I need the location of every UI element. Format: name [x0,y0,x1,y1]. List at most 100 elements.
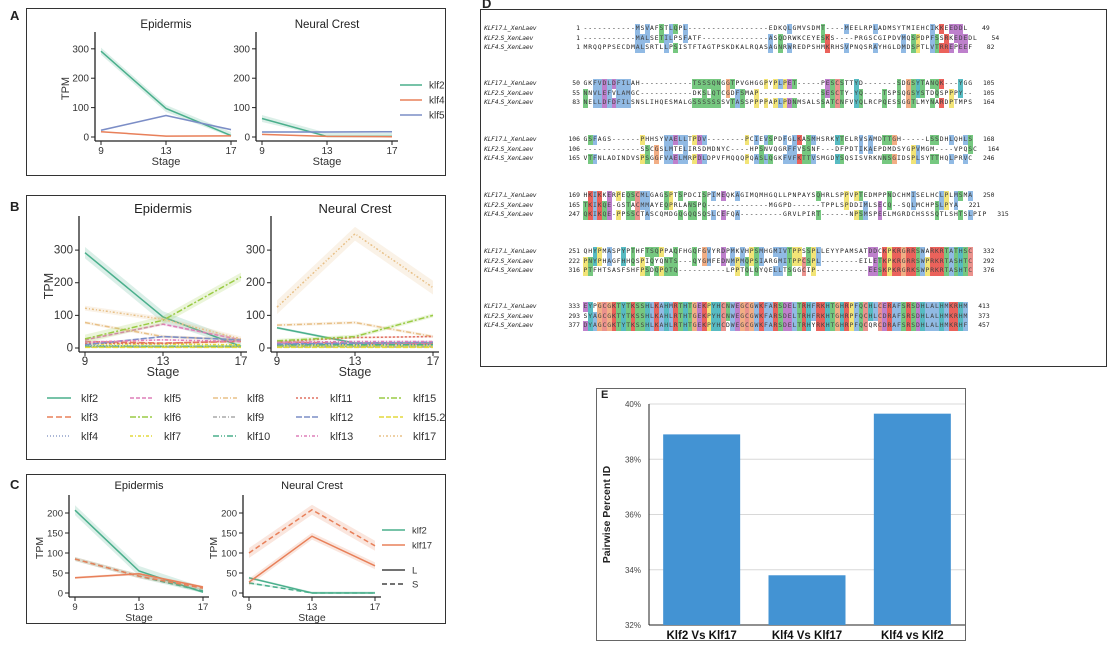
y-tick-label: 0 [58,589,63,600]
sequence-name: KLF2.S_XenLaev [484,312,534,320]
ci-band-klf17-S [249,504,375,558]
y-tick-label: 0 [67,343,73,355]
x-tick-label: 13 [307,602,318,613]
sequence-residues: PTFHTSASFSHFPSDQPQTQ----------LPPTQLQYQE… [583,266,973,276]
series-line-klf2-S [248,582,375,594]
legend-label-klf5: klf5 [429,111,445,122]
series-line-klf4 [261,133,393,138]
sequence-name: KLF2.S_XenLaev [484,145,534,153]
sequence-residues: QKIKQE-PPSSCTASCQMDGQGQQSQSLCEFQA-------… [583,210,987,220]
series-line-klf3 [276,341,434,345]
facet-neural-crest: Neural Crest 0 100 200 300 9 13 17 Stage [233,19,398,168]
x-tick-label: 17 [386,146,398,157]
sequence-end: 457 [978,321,990,329]
y-axis-label: TPM [60,77,72,100]
legend-label-klf17: klf17 [412,541,432,552]
series-line-klf2 [84,252,242,348]
x-tick-label: 13 [321,146,333,157]
sequence-name: KLF2.S_XenLaev [484,201,534,209]
sequence-end: 376 [982,266,995,274]
sequence-residues: -----------MALSETILPSFATF--------------A… [583,33,977,43]
panel-e-chart: 32% 34% 36% 38% 40% Pairwise Percent ID Klf2 V… [601,400,965,642]
sequence-end: 413 [978,302,990,310]
y-tick-label: 100 [54,310,73,322]
ci-band-klf17 [85,305,241,342]
panel-label-e: E [601,389,609,401]
sequence-start: 106 [568,144,580,153]
sequence-start: 106 [568,135,580,143]
legend-label-klf4: klf4 [81,431,98,443]
sequence-name: KLF2.S_XenLaev [484,257,534,265]
sequence-start: 316 [568,266,580,274]
sequence-residues: PNYPHAGFHHQSPIQYQNTS---QYGMFEDNMPMQPSIAR… [583,256,973,266]
sequence-name: KLF4.S_XenLaev [484,155,534,162]
series-line-klf17-S [248,508,376,554]
sequence-name: KLF17.L_XenLaev [484,192,537,199]
series-line-klf17-L [74,573,204,588]
y-axis-label: Pairwise Percent ID [601,465,613,563]
alignment-block: KLF17.L_XenLaev 333 EYPGCGKTYTKSSHLKAHMRTH… [484,302,990,331]
alignment-row: KLF4.S_XenLaev 247 QKIKQE-PPSSCTASCQMDGQGQ… [484,210,1009,220]
y-tick-label: 150 [47,529,63,540]
y-tick-label: 300 [54,245,73,257]
alignment-row: KLF17.L_XenLaev 1 -----------MSVAFSTLQPL--… [484,24,999,34]
sequence-residues: NNVLEFVLAMGC-----------DKSLQTCGDFSMAP---… [583,88,973,98]
x-axis-label: Stage [339,365,372,379]
x-axis-label: Stage [313,156,342,168]
y-tick-label: 300 [72,44,89,55]
alignment-row: KLF2.S_XenLaev 1 -----------MALSETILPSFATF… [484,33,999,43]
alignment-row: KLF2.S_XenLaev 222 PNYPHAGFHHQSPIQYQNTS---… [484,256,995,266]
ci-band-klf8 [277,321,433,339]
y-tick-label: 100 [233,103,250,114]
x-tick-label: Klf2 Vs Klf17 [667,630,737,640]
facet-title: Epidermis [134,201,192,216]
y-tick-label: 300 [233,44,250,55]
legend-label-klf8: klf8 [247,393,264,405]
alignment-block: KLF17.L_XenLaev 251 QHYPMASPYPTHFTSQPPAQFH… [484,247,995,276]
sequence-start: 377 [568,321,580,329]
sequence-residues: GKFVDLDFILAH-----------TSSSQNGGTPVGHGGPY… [583,79,973,89]
series-line-klf13 [84,339,242,343]
x-tick-label: 17 [225,146,237,157]
sequence-end: 315 [997,210,1009,218]
sequence-name: KLF4.S_XenLaev [484,44,534,51]
legend-label-klf4: klf4 [429,96,445,107]
x-tick-label: 17 [198,602,209,613]
sequence-residues: VTFNLADINDVSPSGGFVAELMRPDLDPVFMQQQPQASLQ… [583,154,973,164]
sequence-name: KLF4.S_XenLaev [484,211,534,218]
sequence-name: KLF17.L_XenLaev [484,248,537,255]
sequence-end: 246 [982,154,995,162]
sequence-name: KLF4.S_XenLaev [484,322,534,329]
sequence-name: KLF2.S_XenLaev [484,34,534,42]
panel-label-b: B [10,199,20,214]
sequence-start: 83 [572,98,580,106]
sequence-residues: MRQQPPSECDMALSRTLLPSISTFTAGTPSKDKALRQASA… [583,43,973,53]
y-tick-label: 0 [259,343,265,355]
sequence-end: 168 [982,135,995,143]
sequence-start: 251 [568,247,580,255]
legend-label-klf2: klf2 [412,526,427,537]
sequence-residues: SYAGCGKTYTKSSHLKAHLRTHTGEKPYHCNWEGCGWKFA… [583,311,968,321]
y-tick-label: 0 [244,133,250,144]
bar-klf4-vs-klf2 [873,413,951,625]
series-line-klf17-L [248,535,376,583]
ci-band-klf15 [85,272,241,344]
y-tick-label: 100 [246,310,265,322]
sequence-residues: HKIKKERPEQSCMLGAGSPTSPDCISPIMEQKAGIMQMHG… [583,191,973,201]
ci-band-klf2-L [75,505,203,593]
series-line-klf4 [100,130,232,137]
y-tick-label: 100 [47,549,63,560]
sequence-end: 292 [982,256,995,265]
legend-label-klf15: klf15 [413,393,436,405]
sequence-start: 1 [576,33,580,42]
panel-c-frame: Epidermis 0 50 100 150 200 9 13 17 Stage TPM Neural… [26,474,446,624]
facet-neural-crest: Neural Crest 0 100 200 300 9 13 17 Stage [246,201,440,379]
bar-klf4-vs-klf17 [768,575,846,625]
sequence-name: KLF17.L_XenLaev [484,136,537,143]
sequence-name: KLF17.L_XenLaev [484,25,537,32]
facet-title: Epidermis [140,19,191,31]
alignment-block: KLF17.L_XenLaev 169 HKIKKERPEQSCMLGAGSPTSP… [484,191,1009,220]
series-line-klf3 [84,340,242,344]
alignment-row: KLF17.L_XenLaev 50 GKFVDLDFILAH-----------… [484,79,995,89]
